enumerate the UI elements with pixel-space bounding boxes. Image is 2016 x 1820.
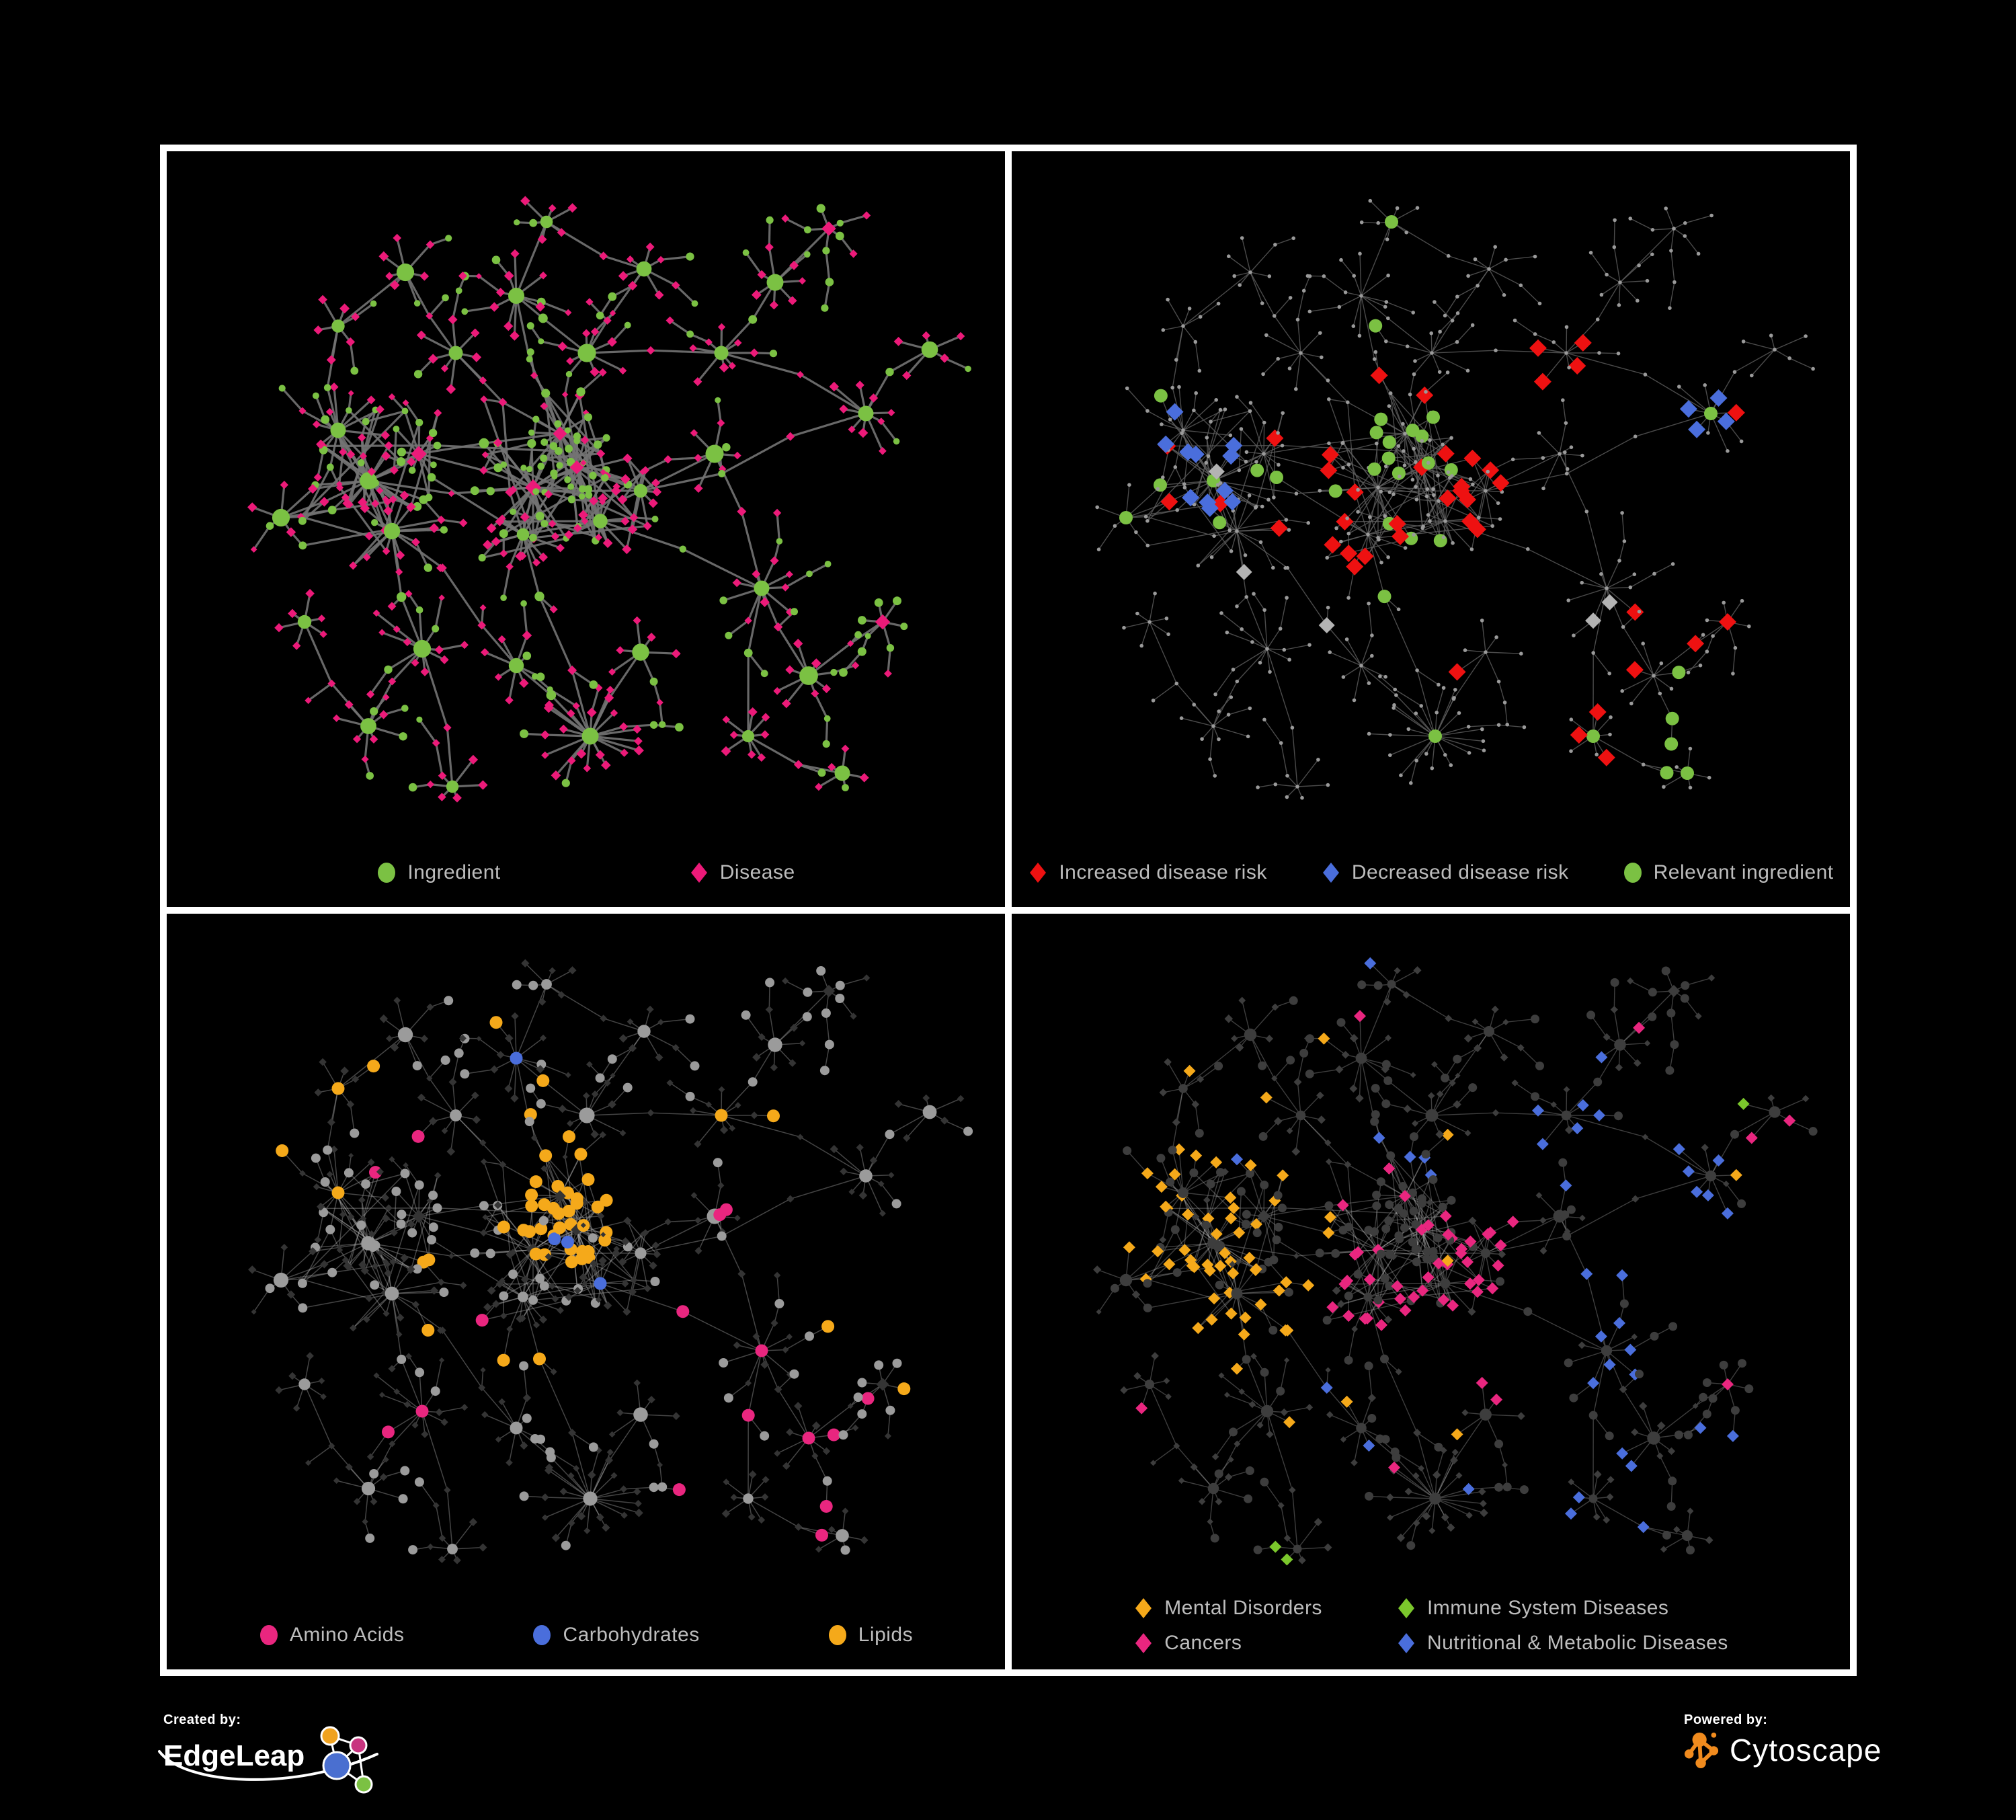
network-graph-ingredient-classes [248,959,973,1565]
legend-item-mental-disorders: Mental Disorders [1133,1597,1322,1620]
network-graph-ingredient-disease [247,196,971,803]
legend-item-relevant-ingredient: Relevant ingredient [1623,861,1834,884]
diamond-swatch-icon [1398,1633,1414,1653]
circle-swatch-icon [378,863,396,883]
diamond-swatch-icon [1135,1633,1152,1653]
legend-label: Disease [719,861,795,883]
legend-ingredient-classes: Amino Acids Carbohydrates Lipids [167,1624,1005,1647]
legend-label: Increased disease risk [1059,861,1267,883]
circle-swatch-icon [828,1625,846,1645]
legend-label: Nutritional & Metabolic Diseases [1426,1632,1728,1654]
footer: Created by: EdgeLeap [0,1676,2016,1820]
network-graph-disease-risk [1095,198,1815,800]
legend-label: Relevant ingredient [1653,861,1834,883]
legend-label: Immune System Diseases [1426,1597,1669,1619]
network-graph-disease-classes [1093,957,1818,1566]
legend-item-increased-disease-risk: Increased disease risk [1028,861,1266,884]
cytoscape-logo-icon [1684,1732,1719,1768]
legend-disease-classes: Mental Disorders Immune System Diseases Ca… [1012,1597,1850,1655]
diamond-swatch-icon [1398,1598,1414,1618]
legend-item-ingredient: Ingredient [376,861,500,884]
panel-disease-risk: Increased disease risk Decreased disease … [1012,151,1850,907]
legend-item-carbohydrates: Carbohydrates [532,1624,699,1647]
edgeleap-wordmark: EdgeLeap [163,1739,305,1772]
panel-ingredient-disease: Ingredient Disease [167,151,1005,907]
powered-by-label: Powered by: [1684,1712,1768,1727]
diamond-swatch-icon [1135,1598,1152,1618]
legend-disease-risk: Increased disease risk Decreased disease … [1012,861,1850,884]
circle-swatch-icon [533,1625,551,1645]
legend-label: Lipids [858,1624,914,1646]
legend-item-cancers: Cancers [1133,1632,1322,1655]
panel-disease-classes: Mental Disorders Immune System Diseases Ca… [1012,914,1850,1669]
legend-label: Decreased disease risk [1351,861,1569,883]
legend-ingredient-disease: Ingredient Disease [167,861,1005,884]
legend-item-lipids: Lipids [828,1624,913,1647]
legend-label: Ingredient [407,861,501,883]
legend-item-nutritional-metabolic-diseases: Nutritional & Metabolic Diseases [1396,1632,1728,1655]
legend-label: Amino Acids [289,1624,405,1646]
legend-label: Carbohydrates [563,1624,700,1646]
legend-item-decreased-disease-risk: Decreased disease risk [1321,861,1569,884]
cytoscape-wordmark: Cytoscape [1730,1733,1882,1768]
legend-label: Cancers [1164,1632,1242,1654]
diamond-swatch-icon [1030,863,1047,883]
created-by-label: Created by: [163,1712,241,1727]
panel-grid: Ingredient Disease Increased disease risk… [160,145,1857,1676]
diamond-swatch-icon [690,863,707,883]
legend-item-disease: Disease [689,861,795,884]
legend-item-immune-system-diseases: Immune System Diseases [1396,1597,1728,1620]
edgeleap-logo-icon [320,1726,373,1794]
legend-label: Mental Disorders [1164,1597,1322,1619]
diamond-swatch-icon [1322,863,1339,883]
circle-swatch-icon [259,1625,278,1645]
circle-swatch-icon [1623,863,1642,883]
powered-by-block: Powered by: Cytoscape [1684,1712,1966,1813]
created-by-block: Created by: EdgeLeap [158,1712,540,1813]
panel-ingredient-classes: Amino Acids Carbohydrates Lipids [167,914,1005,1669]
legend-item-amino-acids: Amino Acids [259,1624,405,1647]
